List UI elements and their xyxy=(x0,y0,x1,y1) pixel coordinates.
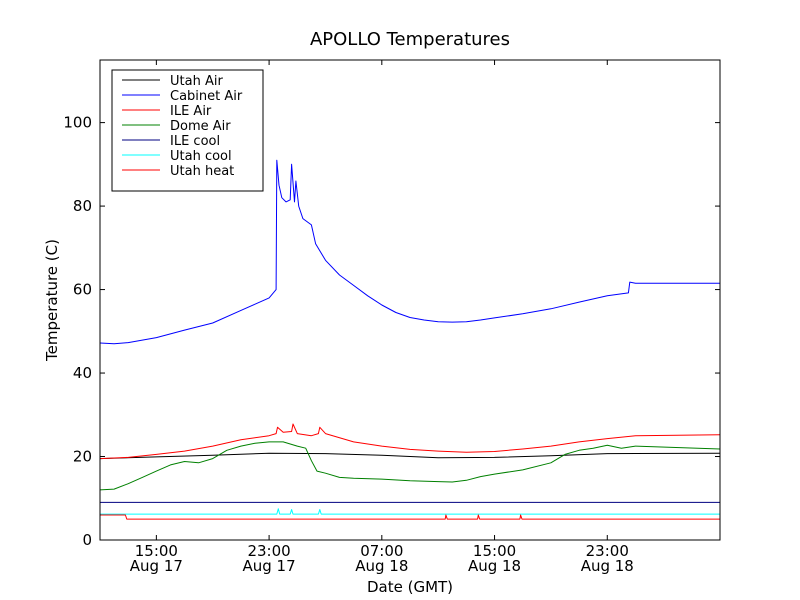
x-tick-date-label: Aug 17 xyxy=(243,557,296,575)
x-tick-date-label: Aug 18 xyxy=(355,557,408,575)
legend-label: ILE cool xyxy=(170,134,220,149)
x-tick-date-label: Aug 17 xyxy=(130,557,183,575)
series-line-ile-air xyxy=(100,423,720,460)
legend-label: Cabinet Air xyxy=(170,89,243,104)
x-axis-label: Date (GMT) xyxy=(367,578,453,596)
y-tick-label: 60 xyxy=(73,281,92,299)
x-tick-time-label: 07:00 xyxy=(360,542,403,560)
legend-label: Utah heat xyxy=(170,164,234,179)
y-tick-label: 100 xyxy=(63,114,92,132)
y-tick-label: 80 xyxy=(73,197,92,215)
series-line-cabinet-air xyxy=(100,159,720,345)
x-tick-time-label: 15:00 xyxy=(135,542,178,560)
x-tick-time-label: 23:00 xyxy=(247,542,290,560)
y-axis-label: Temperature (C) xyxy=(43,239,61,362)
legend-label: ILE Air xyxy=(170,104,212,119)
legend-label: Utah Air xyxy=(170,74,223,89)
series-line-utah-cool xyxy=(100,508,720,515)
series-line-utah-heat xyxy=(100,514,720,520)
x-tick-time-label: 23:00 xyxy=(586,542,629,560)
axes-frame xyxy=(99,59,721,541)
legend-label: Dome Air xyxy=(170,119,231,134)
chart-title: APOLLO Temperatures xyxy=(310,29,510,50)
series-line-utah-air xyxy=(100,452,720,460)
legend-box xyxy=(111,69,264,192)
y-tick-label: 40 xyxy=(73,364,92,382)
y-tick-label: 0 xyxy=(82,531,92,549)
y-tick-label: 20 xyxy=(73,448,92,466)
x-tick-date-label: Aug 18 xyxy=(468,557,521,575)
x-tick-time-label: 15:00 xyxy=(473,542,516,560)
series-lines xyxy=(100,159,720,520)
legend-label: Utah cool xyxy=(170,149,232,164)
x-tick-date-label: Aug 18 xyxy=(581,557,634,575)
series-line-dome-air xyxy=(100,441,720,491)
